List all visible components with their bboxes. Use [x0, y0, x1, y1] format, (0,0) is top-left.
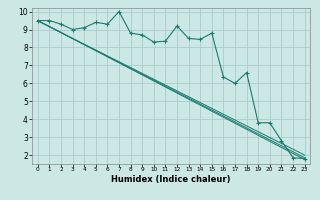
- X-axis label: Humidex (Indice chaleur): Humidex (Indice chaleur): [111, 175, 231, 184]
